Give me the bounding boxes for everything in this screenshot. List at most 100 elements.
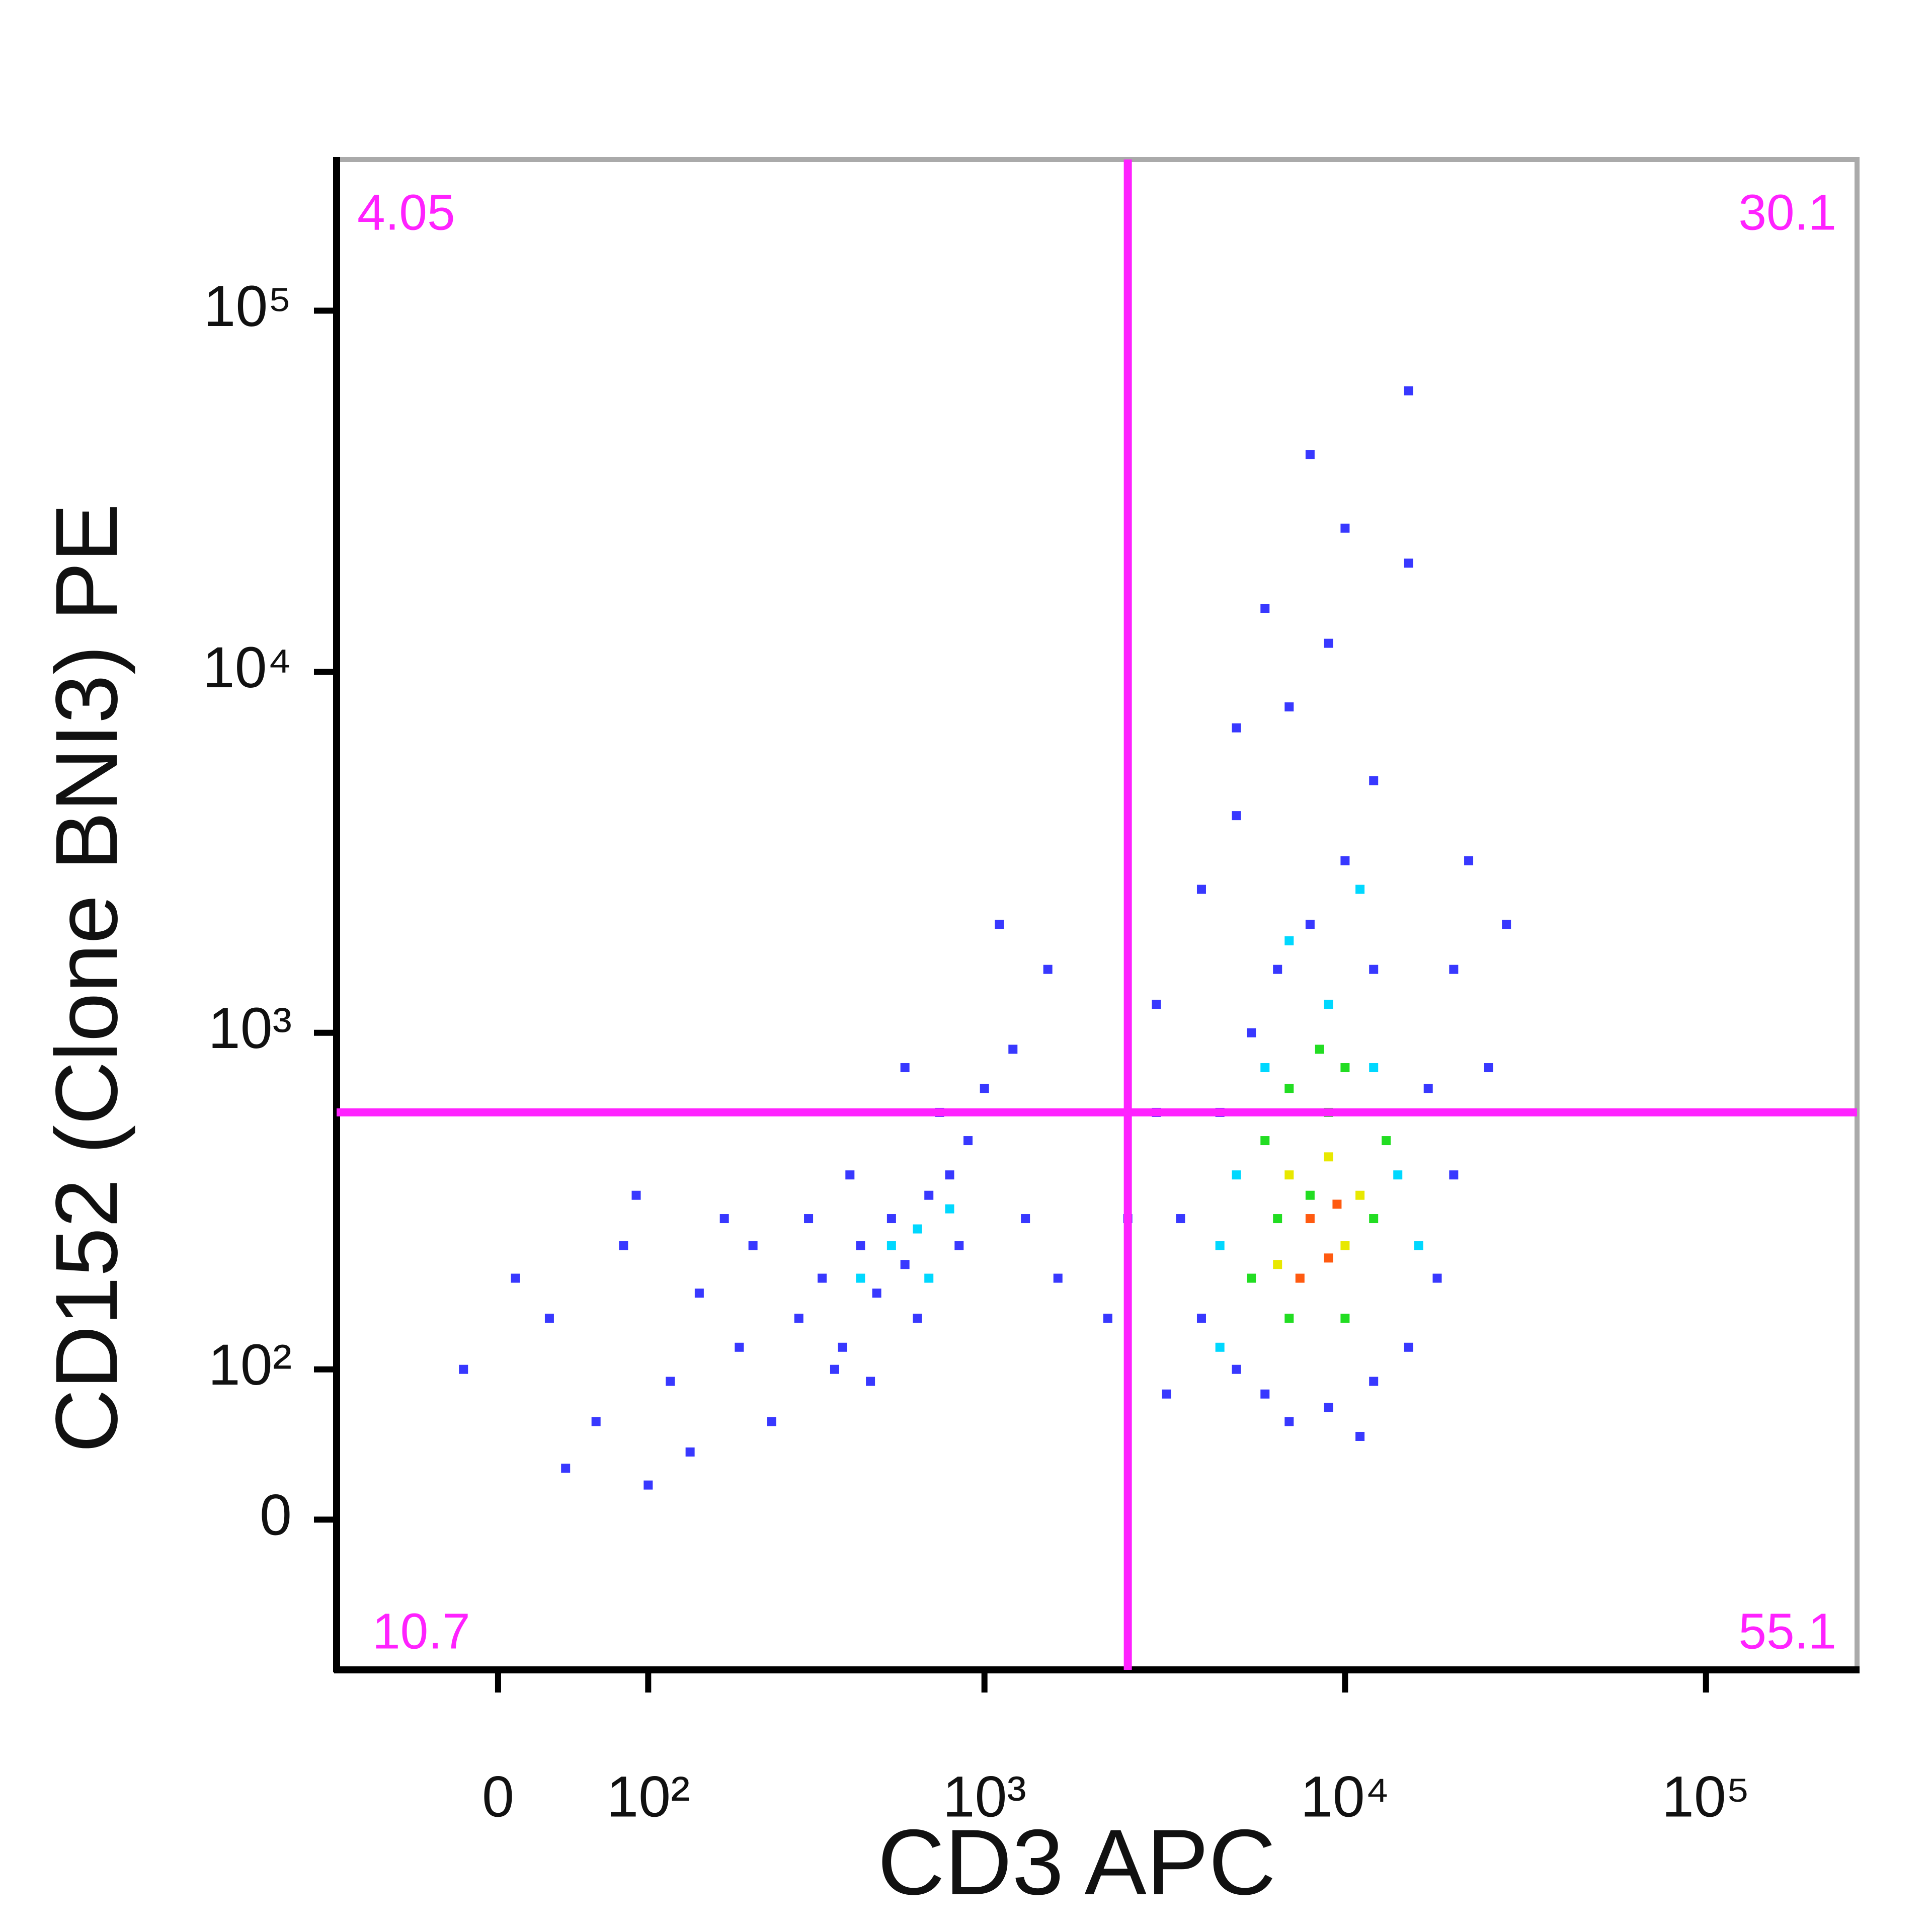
data-point — [1432, 1273, 1442, 1283]
data-point — [980, 1084, 989, 1093]
data-point — [887, 1214, 896, 1224]
data-point — [1305, 1214, 1315, 1224]
data-point — [856, 1241, 865, 1251]
data-point — [1404, 1342, 1413, 1352]
data-point — [913, 1314, 922, 1323]
data-point — [1404, 386, 1413, 395]
data-point — [866, 1377, 875, 1386]
data-point — [963, 1136, 973, 1146]
data-point — [1340, 1241, 1350, 1251]
data-point — [1260, 1389, 1270, 1399]
data-point — [1355, 884, 1365, 894]
x-tick-label: 10⁵ — [1662, 1764, 1750, 1829]
data-point — [945, 1204, 954, 1214]
data-point — [1176, 1214, 1185, 1224]
data-point — [1232, 1364, 1241, 1374]
data-point — [1284, 1314, 1294, 1323]
data-point — [1232, 1170, 1241, 1180]
data-point — [900, 1260, 910, 1269]
data-point — [719, 1214, 729, 1224]
data-point — [748, 1241, 758, 1251]
data-point — [1196, 884, 1206, 894]
data-point — [1340, 523, 1350, 533]
x-tick-label: 10³ — [943, 1764, 1026, 1829]
data-point — [1340, 1063, 1350, 1073]
data-point — [924, 1273, 934, 1283]
data-point — [561, 1464, 571, 1473]
data-point — [1369, 1377, 1379, 1386]
quadrant-label: 55.1 — [1738, 1603, 1836, 1659]
data-point — [1284, 1417, 1294, 1426]
data-point — [1284, 936, 1294, 945]
data-point — [913, 1224, 922, 1234]
quadrant-label: 30.1 — [1738, 184, 1836, 240]
data-point — [1232, 723, 1241, 733]
data-point — [1404, 558, 1413, 568]
data-point — [1369, 776, 1379, 785]
data-point — [794, 1314, 803, 1323]
data-point — [954, 1241, 964, 1251]
data-point — [1260, 604, 1270, 613]
data-point — [1260, 1136, 1270, 1146]
data-point — [1260, 1063, 1270, 1073]
data-point — [1273, 1214, 1282, 1224]
data-point — [900, 1063, 910, 1073]
y-axis-label: CD152 (Clone BNI3) PE — [38, 504, 136, 1453]
y-tick-label: 10² — [208, 1333, 292, 1397]
data-point — [1369, 1214, 1379, 1224]
quadrant-label: 10.7 — [372, 1603, 470, 1659]
data-point — [1215, 1342, 1225, 1352]
data-point — [1053, 1273, 1063, 1283]
data-point — [1324, 1403, 1333, 1412]
data-point — [1232, 811, 1241, 821]
y-tick-label: 10³ — [208, 996, 292, 1061]
quadrant-label: 4.05 — [357, 184, 455, 240]
data-point — [1215, 1241, 1225, 1251]
data-point — [1382, 1136, 1391, 1146]
data-point — [1247, 1273, 1256, 1283]
data-point — [1355, 1431, 1365, 1441]
y-tick-label: 10⁵ — [203, 274, 292, 339]
x-tick-label: 10⁴ — [1301, 1764, 1390, 1829]
data-point — [1152, 1000, 1161, 1009]
data-point — [924, 1190, 934, 1200]
data-point — [1393, 1170, 1403, 1180]
data-point — [511, 1273, 520, 1283]
data-point — [945, 1170, 954, 1180]
data-point — [887, 1241, 896, 1251]
data-point — [735, 1342, 744, 1352]
data-point — [1324, 1152, 1333, 1162]
data-point — [767, 1417, 776, 1426]
data-point — [1284, 702, 1294, 712]
data-point — [1103, 1314, 1112, 1323]
data-point — [1324, 1253, 1333, 1263]
data-point — [1484, 1063, 1493, 1073]
data-point — [1340, 856, 1350, 865]
data-point — [1273, 1260, 1282, 1269]
data-point — [1315, 1044, 1324, 1054]
data-point — [591, 1417, 601, 1426]
data-point — [872, 1289, 881, 1298]
data-point — [643, 1480, 653, 1490]
x-tick-label: 10² — [606, 1764, 690, 1829]
data-point — [1355, 1190, 1365, 1200]
data-point — [1449, 1170, 1459, 1180]
x-axis-label: CD3 APC — [877, 1811, 1276, 1914]
plot-marks — [459, 386, 1511, 1490]
y-tick-label: 0 — [260, 1483, 292, 1548]
data-point — [544, 1314, 554, 1323]
data-point — [856, 1273, 865, 1283]
data-point — [1008, 1044, 1018, 1054]
data-point — [845, 1170, 855, 1180]
plot-frame — [334, 157, 1860, 1672]
data-point — [631, 1190, 641, 1200]
data-point — [1305, 1190, 1315, 1200]
data-point — [1369, 1063, 1379, 1073]
data-point — [1196, 1314, 1206, 1323]
data-point — [1305, 450, 1315, 459]
data-point — [459, 1364, 468, 1374]
data-point — [1340, 1314, 1350, 1323]
data-point — [1369, 964, 1379, 974]
data-point — [1464, 856, 1474, 865]
